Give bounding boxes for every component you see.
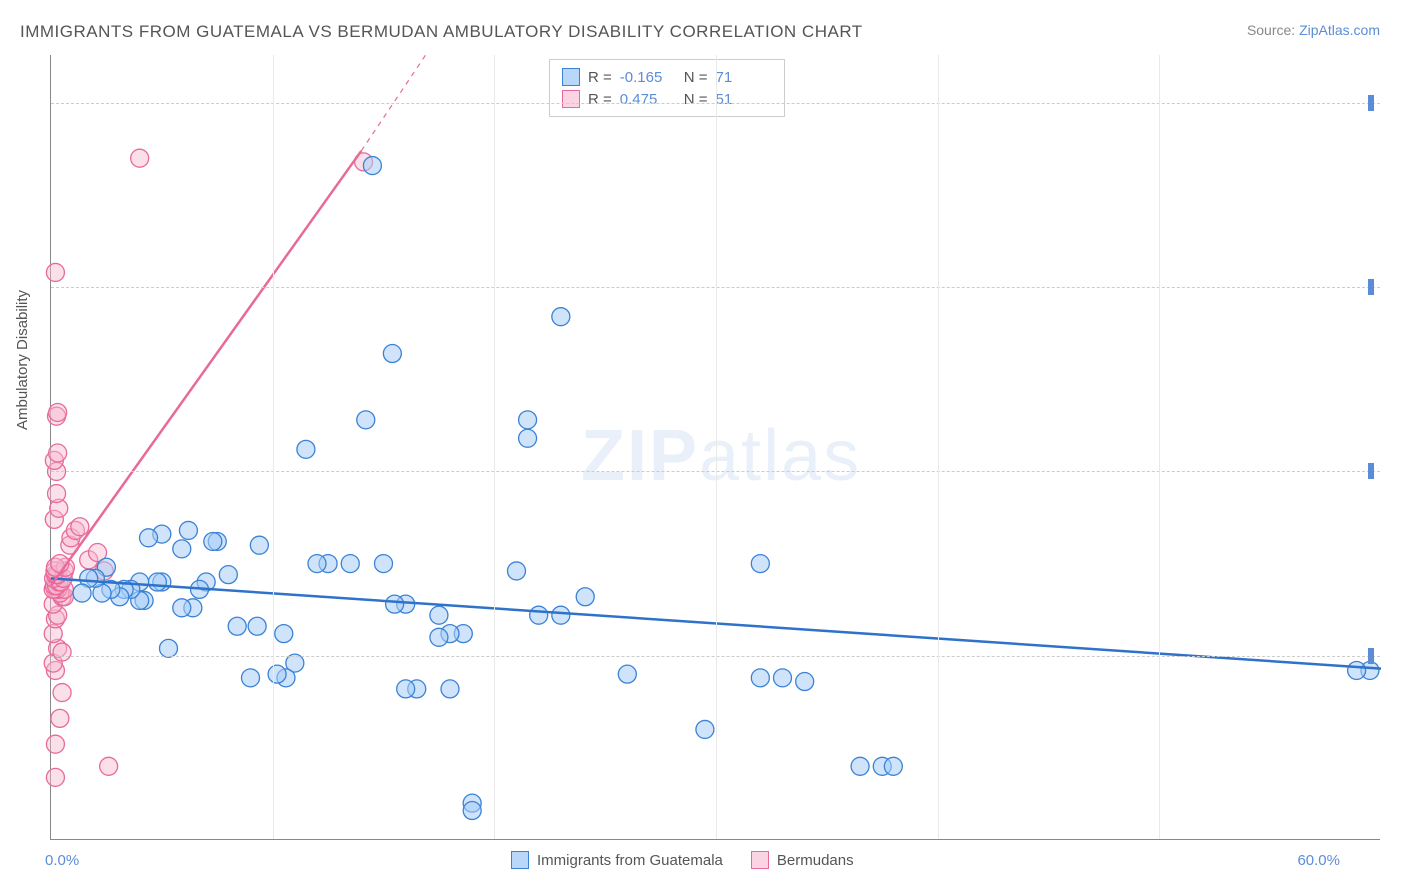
source-link[interactable]: ZipAtlas.com: [1299, 22, 1380, 38]
data-point-blue: [696, 720, 714, 738]
swatch-pink-icon: [751, 851, 769, 869]
source-label: Source:: [1247, 22, 1299, 38]
watermark: ZIPatlas: [581, 415, 861, 497]
data-point-blue: [519, 411, 537, 429]
data-point-blue: [73, 584, 91, 602]
data-point-blue: [248, 617, 266, 635]
data-point-pink: [53, 684, 71, 702]
chart-title: IMMIGRANTS FROM GUATEMALA VS BERMUDAN AM…: [20, 22, 863, 42]
data-point-blue: [268, 665, 286, 683]
watermark-light: atlas: [699, 416, 861, 496]
data-point-blue: [219, 566, 237, 584]
data-point-pink: [51, 709, 69, 727]
data-point-pink: [46, 263, 64, 281]
data-point-blue: [383, 345, 401, 363]
watermark-bold: ZIP: [581, 416, 699, 496]
data-point-blue: [357, 411, 375, 429]
data-point-blue: [250, 536, 268, 554]
swatch-blue-icon: [562, 68, 580, 86]
grid-line-v: [938, 55, 939, 839]
grid-line-v: [494, 55, 495, 839]
n-label: N =: [684, 91, 708, 108]
source-attribution: Source: ZipAtlas.com: [1247, 22, 1380, 38]
plot-area: ZIPatlas R = -0.165 N = 71 R = 0.475 N =…: [50, 55, 1380, 840]
legend-series: Immigrants from Guatemala Bermudans: [511, 851, 854, 869]
data-point-blue: [159, 639, 177, 657]
data-point-blue: [851, 757, 869, 775]
data-point-blue: [275, 625, 293, 643]
legend-item-guatemala: Immigrants from Guatemala: [511, 851, 723, 869]
data-point-blue: [308, 555, 326, 573]
legend-label: Bermudans: [777, 852, 854, 869]
data-point-pink: [49, 403, 67, 421]
data-point-blue: [796, 673, 814, 691]
y-tick-marker: [1368, 95, 1374, 111]
data-point-blue: [618, 665, 636, 683]
data-point-blue: [751, 555, 769, 573]
trend-line-pink: [51, 151, 361, 586]
r-label: R =: [588, 91, 612, 108]
data-point-blue: [173, 540, 191, 558]
data-point-pink: [48, 485, 66, 503]
legend-correlation-box: R = -0.165 N = 71 R = 0.475 N = 51: [549, 59, 785, 117]
data-point-blue: [463, 802, 481, 820]
y-tick-marker: [1368, 279, 1374, 295]
data-point-blue: [519, 429, 537, 447]
x-tick-max: 60.0%: [1297, 852, 1340, 869]
data-point-pink: [131, 149, 149, 167]
data-point-blue: [341, 555, 359, 573]
data-point-pink: [49, 444, 67, 462]
data-point-blue: [375, 555, 393, 573]
data-point-pink: [53, 643, 71, 661]
x-tick-min: 0.0%: [45, 852, 79, 869]
grid-line-v: [1159, 55, 1160, 839]
data-point-blue: [430, 628, 448, 646]
data-point-blue: [530, 606, 548, 624]
y-tick-marker: [1368, 463, 1374, 479]
data-point-blue: [1348, 661, 1366, 679]
data-point-blue: [552, 308, 570, 326]
legend-row-blue: R = -0.165 N = 71: [562, 66, 772, 88]
n-value: 51: [716, 91, 772, 108]
data-point-blue: [173, 599, 191, 617]
data-point-blue: [552, 606, 570, 624]
data-point-blue: [148, 573, 166, 591]
data-point-blue: [441, 680, 459, 698]
data-point-blue: [242, 669, 260, 687]
data-point-blue: [204, 532, 222, 550]
data-point-blue: [508, 562, 526, 580]
r-label: R =: [588, 69, 612, 86]
legend-row-pink: R = 0.475 N = 51: [562, 88, 772, 110]
data-point-blue: [774, 669, 792, 687]
data-point-blue: [751, 669, 769, 687]
legend-item-bermudans: Bermudans: [751, 851, 854, 869]
data-point-pink: [46, 768, 64, 786]
grid-line-v: [273, 55, 274, 839]
scatter-svg: [51, 55, 351, 205]
data-point-blue: [884, 757, 902, 775]
swatch-blue-icon: [511, 851, 529, 869]
n-value: 71: [716, 69, 772, 86]
legend-label: Immigrants from Guatemala: [537, 852, 723, 869]
data-point-blue: [363, 157, 381, 175]
data-point-blue: [297, 440, 315, 458]
data-point-pink: [100, 757, 118, 775]
data-point-blue: [140, 529, 158, 547]
data-point-pink: [46, 735, 64, 753]
data-point-blue: [179, 521, 197, 539]
data-point-pink: [71, 518, 89, 536]
grid-line-v: [716, 55, 717, 839]
data-point-blue: [386, 595, 404, 613]
data-point-blue: [397, 680, 415, 698]
r-value: -0.165: [620, 69, 676, 86]
data-point-blue: [576, 588, 594, 606]
r-value: 0.475: [620, 91, 676, 108]
data-point-blue: [228, 617, 246, 635]
y-tick-marker: [1368, 648, 1374, 664]
n-label: N =: [684, 69, 708, 86]
y-axis-label: Ambulatory Disability: [14, 290, 31, 430]
swatch-pink-icon: [562, 90, 580, 108]
data-point-blue: [430, 606, 448, 624]
